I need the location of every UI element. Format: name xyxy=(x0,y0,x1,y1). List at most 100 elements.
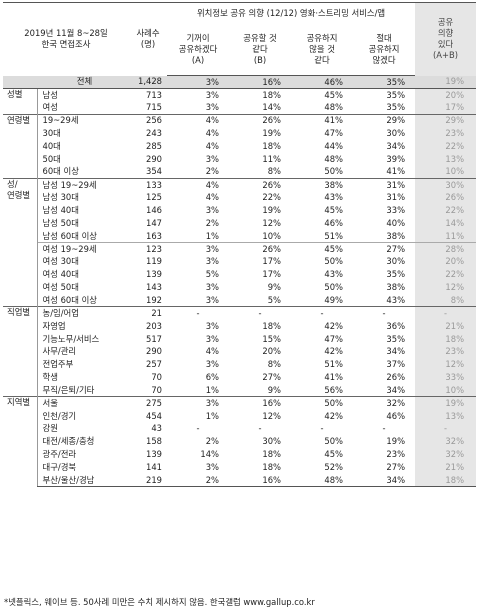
percent-cell: - xyxy=(229,306,292,320)
percent-cell: - xyxy=(196,423,200,434)
percent-cell: 19% xyxy=(262,205,282,216)
row-label: 부산/울산/경남 xyxy=(36,473,130,487)
row-label: 40대 xyxy=(36,139,130,153)
base-count-cell: 141 xyxy=(146,461,163,472)
percent-cell: 18% xyxy=(262,461,282,472)
percent-cell: 41% xyxy=(291,113,354,127)
percent-cell: - xyxy=(291,306,354,320)
percent-cell: 15% xyxy=(262,333,282,344)
percent-cell: 38% xyxy=(386,230,406,241)
base-count-cell: 147 xyxy=(146,217,163,228)
percent-cell: 3% xyxy=(205,359,220,370)
col-header-b: 공유할 것 같다 (B) xyxy=(229,24,292,76)
base-count-cell: 139 xyxy=(146,449,163,460)
percent-cell: 3% xyxy=(205,461,220,472)
percent-cell: 37% xyxy=(386,359,406,370)
percent-cell: 50% xyxy=(324,436,344,447)
row-label: 남성 xyxy=(36,87,130,102)
row-label: 자영업 xyxy=(36,319,130,333)
percent-cell: 4% xyxy=(205,192,220,203)
table-row: 60대 이상 354 2% 8% 50% 41% 10% xyxy=(3,165,477,179)
row-label: 농/임/어업 xyxy=(36,306,130,320)
percent-cell: 35% xyxy=(386,269,406,280)
percent-cell: 36% xyxy=(386,320,406,331)
percent-cell: 4% xyxy=(167,113,230,127)
percent-cell: 56% xyxy=(324,384,344,395)
percent-cell: 4% xyxy=(167,177,230,192)
percent-cell: 3% xyxy=(167,87,230,102)
yes-total-cell: 17% xyxy=(415,101,477,115)
table-row: 기능노무/서비스 517 3% 15% 47% 35% 18% xyxy=(3,332,477,346)
table-row: 자영업 203 3% 18% 42% 36% 21% xyxy=(3,319,477,333)
base-count-cell: 125 xyxy=(146,192,163,203)
percent-cell: 18% xyxy=(262,449,282,460)
percent-cell: 3% xyxy=(205,205,220,216)
percent-cell: - xyxy=(258,423,262,434)
percent-cell: 8% xyxy=(267,359,282,370)
percent-cell: 17% xyxy=(262,269,282,280)
percent-cell: 42% xyxy=(324,410,344,421)
base-count-cell: 119 xyxy=(146,256,163,267)
table-row: 남성 50대 147 2% 12% 46% 40% 14% xyxy=(3,216,477,230)
yes-total-cell: 10% xyxy=(415,383,477,397)
group-label: 연령별 xyxy=(3,113,37,179)
table-row: 직업별 농/임/어업 21- - - - - xyxy=(3,306,477,397)
percent-cell: 48% xyxy=(324,153,344,164)
percent-cell: 3% xyxy=(205,153,220,164)
base-count-cell: 219 xyxy=(129,473,168,487)
percent-cell: 26% xyxy=(229,241,292,256)
table-row: 40대 285 4% 18% 44% 34% 22% xyxy=(3,139,477,153)
percent-cell: 45% xyxy=(324,449,344,460)
yes-total-cell: 20% xyxy=(415,87,477,102)
percent-cell: 51% xyxy=(324,359,344,370)
percent-cell: 34% xyxy=(386,384,406,395)
percent-cell: 34% xyxy=(386,346,406,357)
base-count-cell: 285 xyxy=(146,140,163,151)
table-row: 사무/관리 290 4% 20% 42% 34% 23% xyxy=(3,345,477,359)
base-count-cell: 275 xyxy=(129,396,168,410)
table-row: 30대 243 4% 19% 47% 30% 23% xyxy=(3,126,477,140)
percent-cell: 43% xyxy=(324,192,344,203)
group-label: 직업별 xyxy=(3,306,37,397)
percent-cell: 14% xyxy=(200,449,220,460)
percent-cell: 33% xyxy=(386,205,406,216)
percent-cell: 52% xyxy=(324,461,344,472)
percent-cell: 38% xyxy=(291,177,354,192)
base-count-cell: 517 xyxy=(146,333,163,344)
percent-cell: 31% xyxy=(386,192,406,203)
percent-cell: 8% xyxy=(267,166,282,177)
table-row: 전업주부 257 3% 8% 51% 37% 12% xyxy=(3,358,477,371)
percent-cell: 46% xyxy=(386,410,406,421)
row-label: 광주/전라 xyxy=(36,447,130,461)
percent-cell: 41% xyxy=(324,372,344,383)
percent-cell: 3% xyxy=(167,241,230,256)
table-row: 연령별 19~29세 256 4% 26% 41% 29% 29% xyxy=(3,113,477,179)
base-count-cell: 70 xyxy=(151,384,163,395)
table-row: 성/ 연령별 남성 19~29세 133 4% 26% 38% 31% 30% xyxy=(3,177,477,307)
percent-cell: 10% xyxy=(262,230,282,241)
base-count-cell: 290 xyxy=(146,346,163,357)
percent-cell: 35% xyxy=(386,102,406,113)
percent-cell: - xyxy=(167,306,230,320)
percent-cell: 3% xyxy=(205,294,220,305)
table-row: 여성 19~29세 123 3% 26% 45% 27% 28% xyxy=(3,241,477,256)
percent-cell: 39% xyxy=(386,153,406,164)
table-row: 지역별 서울 275 3% 16% 50% 32% 19% xyxy=(3,396,477,487)
base-count-cell: 133 xyxy=(129,177,168,192)
yes-total-cell: 22% xyxy=(415,203,477,217)
yes-total-cell: 10% xyxy=(415,165,477,179)
table-row: 남성 30대 125 4% 22% 43% 31% 26% xyxy=(3,191,477,204)
base-count-cell: 454 xyxy=(146,410,163,421)
percent-cell: - xyxy=(353,306,416,320)
percent-cell: 49% xyxy=(324,294,344,305)
table-row: 여성 60대 이상 192 3% 5% 49% 43% 8% xyxy=(3,293,477,307)
percent-cell: 50% xyxy=(324,282,344,293)
percent-cell: 35% xyxy=(353,87,416,102)
percent-cell: 41% xyxy=(386,166,406,177)
base-count-cell: 139 xyxy=(146,269,163,280)
table-body: 전체 1,428 3% 16% 46% 35% 19% 성별 남성 713 3% 18% 45% 35% 2… xyxy=(3,75,477,487)
row-label: 강원 xyxy=(36,422,130,436)
row-label: 30대 xyxy=(36,126,130,140)
row-label: 전업주부 xyxy=(36,358,130,371)
